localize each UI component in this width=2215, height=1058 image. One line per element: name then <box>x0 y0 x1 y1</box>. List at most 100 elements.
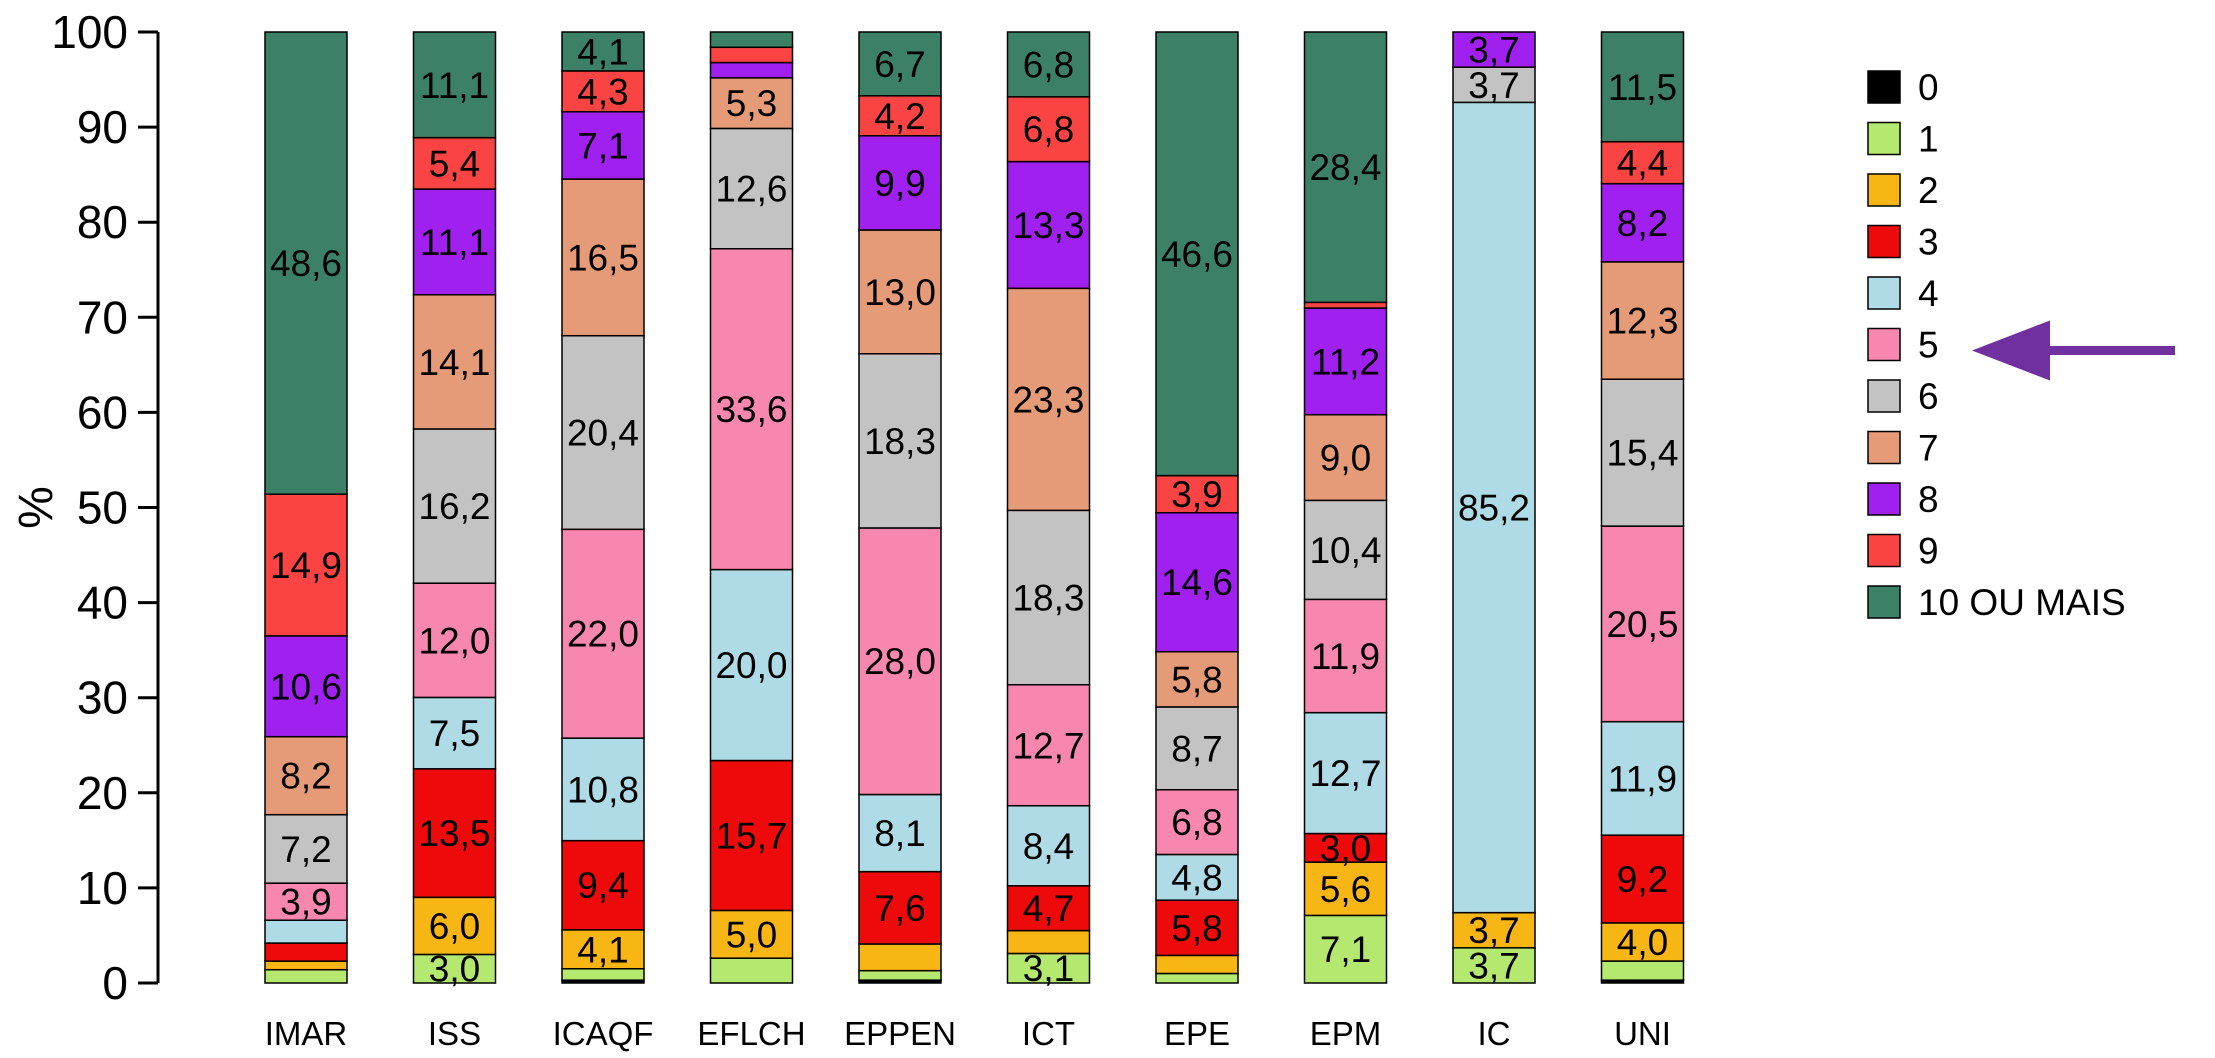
legend-swatch <box>1867 430 1901 465</box>
bar-segment <box>858 95 942 137</box>
data-label: 5,4 <box>429 143 480 184</box>
data-label: 15,4 <box>1606 433 1678 474</box>
legend-swatch <box>1867 224 1901 259</box>
data-label: 6,8 <box>1171 802 1222 843</box>
bar-segment <box>1303 413 1388 502</box>
data-label: 7,2 <box>280 829 331 870</box>
bar-segment <box>1006 509 1091 686</box>
bar-segment <box>858 31 942 97</box>
bar-segment <box>1452 31 1536 68</box>
y-tick-label: 10 <box>77 862 128 914</box>
legend-swatch <box>1867 482 1901 516</box>
legend-item: 2 <box>1867 170 1939 211</box>
bar-iss: 3,06,0 13,5 7,5 12,0 16,2 14,1 11,1 5,4 11,1 <box>412 31 497 990</box>
bar-eppen: 7,6 8,1 28,0 18,3 13,0 9,9 4,2 6,7 <box>858 31 942 984</box>
bar-segment <box>1006 952 1091 984</box>
data-label: 12,7 <box>1309 753 1381 794</box>
legend-swatch <box>1867 327 1901 362</box>
bar-ict: 3,1 4,7 8,4 12,7 18,3 23,3 13,3 6,8 6,8 <box>1006 31 1091 989</box>
legend-label: 2 <box>1918 170 1939 211</box>
bar-segment <box>561 31 645 72</box>
data-label: 18,3 <box>1012 578 1084 619</box>
data-label: 11,5 <box>1608 67 1677 108</box>
category-label: EPE <box>1164 1015 1230 1052</box>
bar-segment <box>709 127 794 250</box>
bar-segment <box>561 737 645 842</box>
bar-imar: 3,9 7,2 8,2 10,6 14,9 48,6 <box>264 31 348 984</box>
legend-label: 5 <box>1918 325 1939 366</box>
data-label: 16,2 <box>418 486 490 527</box>
bar-segment <box>1600 960 1685 981</box>
bar-segment <box>1303 31 1388 304</box>
category-label: EPPEN <box>844 1015 956 1052</box>
data-label: 33,6 <box>715 389 787 430</box>
bar-segment <box>1600 31 1685 143</box>
category-label: IMAR <box>265 1015 348 1052</box>
data-label: 10,8 <box>567 769 639 810</box>
bar-segment <box>1600 720 1685 836</box>
data-label: 4,7 <box>1023 888 1074 929</box>
legend-item: 8 <box>1867 479 1939 520</box>
legend-item: 1 <box>1867 119 1939 160</box>
bar-segment <box>709 61 794 79</box>
data-label: 9,2 <box>1617 859 1668 900</box>
bar-segment <box>264 882 348 921</box>
bar-epe: 5,8 4,8 6,8 8,7 5,8 14,6 3,9 46,6 <box>1155 31 1239 984</box>
data-label: 5,3 <box>726 83 777 124</box>
legend-swatch <box>1867 121 1901 156</box>
y-tick-label: 0 <box>102 957 128 1009</box>
bar-segment <box>1006 160 1091 290</box>
legend: 0 1 2 3 4 5 6 7 8 9 10 OU MAIS <box>1867 67 2126 623</box>
data-label: 85,2 <box>1458 488 1530 529</box>
data-label: 20,5 <box>1606 604 1678 645</box>
data-label: 3,9 <box>280 882 331 923</box>
data-label: 7,5 <box>429 713 480 754</box>
bar-segment <box>264 968 348 984</box>
data-label: 9,0 <box>1320 438 1371 479</box>
bar-segment <box>1155 650 1239 708</box>
data-label: 28,0 <box>864 641 936 682</box>
data-label: 20,0 <box>715 645 787 686</box>
data-label: 5,8 <box>1171 908 1222 949</box>
bar-segment <box>412 136 497 190</box>
bar-segment <box>1006 31 1091 98</box>
data-label: 5,8 <box>1171 659 1222 700</box>
data-label: 4,3 <box>577 71 628 112</box>
category-label: ICT <box>1022 1015 1075 1052</box>
data-label: 6,0 <box>429 906 480 947</box>
bar-uni: 4,0 9,2 11,9 20,5 15,4 12,3 8,2 4,4 11,5 <box>1600 31 1685 984</box>
data-label: 8,1 <box>874 813 925 854</box>
bar-ic: 3,73,785,23,73,7 <box>1452 30 1536 986</box>
data-label: 4,0 <box>1617 922 1668 963</box>
bar-segment <box>264 493 348 637</box>
data-label: 6,7 <box>874 44 925 85</box>
data-label: 3,1 <box>1023 948 1074 989</box>
data-label: 20,4 <box>567 413 639 454</box>
data-label: 12,0 <box>418 620 490 661</box>
legend-item: 6 <box>1867 376 1939 417</box>
bar-segment <box>561 839 645 931</box>
data-label: 14,9 <box>270 545 342 586</box>
y-axis: 0 10 20 30 40 50 60 70 80 90 100 <box>51 6 160 1009</box>
bar-segment <box>858 870 942 945</box>
data-label: 16,5 <box>567 237 639 278</box>
bar-eflch: 5,0 15,7 20,0 33,6 12,6 5,3 <box>709 31 794 984</box>
data-label: 8,7 <box>1171 728 1222 769</box>
category-label: UNI <box>1614 1015 1671 1052</box>
bar-segment <box>858 353 942 529</box>
bar-segment <box>858 527 942 796</box>
bar-segment <box>709 31 794 49</box>
legend-label: 8 <box>1918 479 1939 520</box>
data-label: 11,1 <box>420 65 489 106</box>
y-tick-label: 70 <box>77 291 128 343</box>
data-label: 22,0 <box>567 614 639 655</box>
data-label: 5,0 <box>726 914 777 955</box>
legend-label: 1 <box>1918 119 1939 160</box>
bar-segment <box>709 77 794 130</box>
bar-segment <box>561 929 645 970</box>
data-label: 13,5 <box>418 813 490 854</box>
bar-epm: 7,1 5,63,0 12,7 11,9 10,4 9,0 11,2 28,4 <box>1303 31 1388 984</box>
legend-swatch <box>1867 276 1901 310</box>
bar-segment <box>709 957 794 984</box>
